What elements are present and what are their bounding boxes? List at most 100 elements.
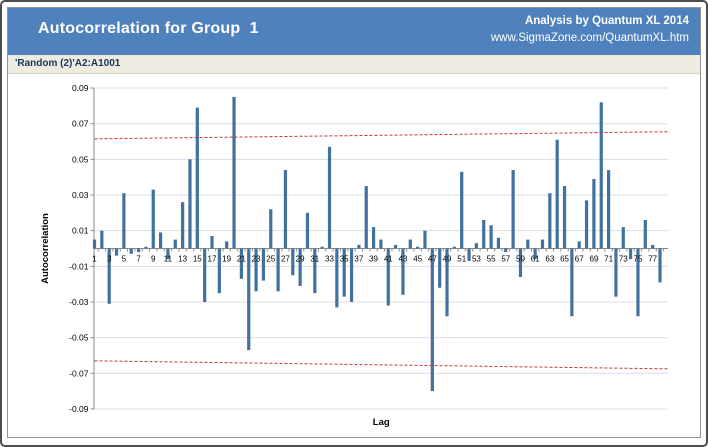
x-tick-label: 27 xyxy=(281,255,290,264)
bar-lag-26 xyxy=(276,248,280,292)
bar-lag-34 xyxy=(335,248,339,308)
x-tick-label: 51 xyxy=(457,255,466,264)
bar-lag-52 xyxy=(467,248,471,261)
bar-lag-51 xyxy=(460,171,464,249)
x-tick-label: 21 xyxy=(237,255,246,264)
bar-lag-23 xyxy=(254,248,258,292)
x-tick-label: 17 xyxy=(208,255,217,264)
bar-lag-12 xyxy=(173,239,177,249)
bar-lag-19 xyxy=(225,241,229,249)
bar-lag-59 xyxy=(518,248,523,278)
x-tick-label: 19 xyxy=(222,255,231,264)
x-tick-label: 77 xyxy=(648,255,657,264)
upper-confidence-line xyxy=(94,131,669,140)
page-title: Autocorrelation for Group 1 xyxy=(38,20,259,37)
x-tick-label: 25 xyxy=(266,255,275,264)
autocorrelation-chart: 0.09 0.07 0.05 0.03 0.01 -0.01 -0.03 -0.05 -0.07… xyxy=(8,74,700,437)
header-credits: Analysis by Quantum XL 2014 www.SigmaZon… xyxy=(491,13,689,47)
x-tick-label: 61 xyxy=(531,255,540,264)
bar-lag-15 xyxy=(195,107,199,249)
x-tick-label: 15 xyxy=(193,255,202,264)
bar-lag-66 xyxy=(570,248,574,317)
x-tick-label: 39 xyxy=(369,255,378,264)
y-tick-label: 0.03 xyxy=(72,190,89,200)
x-tick-label: 53 xyxy=(472,255,481,264)
sigmazone-url: www.SigmaZone.com/QuantumXL.htm xyxy=(490,32,689,44)
bar-lag-31 xyxy=(313,248,317,294)
bar-lag-14 xyxy=(188,159,192,249)
bar-lag-9 xyxy=(151,189,155,249)
y-tick-label: 0.09 xyxy=(72,83,89,93)
bar-lag-24 xyxy=(261,248,266,281)
y-tick-label: -0.01 xyxy=(69,261,89,271)
bar-lag-63 xyxy=(548,193,552,249)
bar-lag-69 xyxy=(592,178,596,249)
data-range-bar: 'Random (2)'A2:A1001 xyxy=(8,55,700,74)
x-tick-label: 71 xyxy=(604,255,613,264)
x-tick-label: 73 xyxy=(619,255,628,264)
bar-lag-5 xyxy=(122,193,126,249)
bar-lag-75 xyxy=(636,248,640,317)
bar-lag-65 xyxy=(562,186,567,249)
bar-lag-35 xyxy=(342,248,346,297)
bar-lag-10 xyxy=(158,232,163,249)
bar-lag-58 xyxy=(511,170,515,249)
bar-lag-48 xyxy=(438,248,442,288)
bar-lag-60 xyxy=(526,239,530,249)
x-tick-label: 69 xyxy=(589,255,598,264)
y-tick-label: -0.03 xyxy=(69,297,89,307)
bar-lag-32 xyxy=(320,246,324,249)
bar-lag-64 xyxy=(555,139,559,249)
x-tick-label: 35 xyxy=(340,255,349,264)
bar-lag-40 xyxy=(379,239,383,249)
bar-lag-25 xyxy=(269,209,273,249)
bar-lag-44 xyxy=(408,239,412,249)
x-tick-label: 29 xyxy=(296,255,305,264)
report-panel: Autocorrelation for Group 1 Analysis by … xyxy=(7,7,701,438)
bar-lag-68 xyxy=(584,200,589,249)
acf-bars xyxy=(92,96,662,392)
x-tick-label: 33 xyxy=(325,255,334,264)
bar-lag-74 xyxy=(629,248,633,260)
bar-lag-38 xyxy=(364,186,368,249)
bar-lag-39 xyxy=(371,227,376,249)
data-range-label: 'Random (2)'A2:A1001 xyxy=(15,58,121,69)
bar-lag-72 xyxy=(614,248,618,297)
y-tick-label: 0.05 xyxy=(72,154,89,164)
y-tick-label: -0.05 xyxy=(69,333,89,343)
x-tick-label: 5 xyxy=(122,255,127,264)
x-tick-label: 7 xyxy=(136,255,141,264)
bar-lag-3 xyxy=(107,248,111,304)
bar-lag-33 xyxy=(327,146,332,249)
bar-lag-78 xyxy=(658,248,662,283)
bar-lag-45 xyxy=(416,246,420,249)
x-tick-label: 9 xyxy=(151,255,156,264)
x-tick-label: 57 xyxy=(501,255,510,264)
bar-lag-56 xyxy=(496,237,501,249)
bar-lag-55 xyxy=(489,225,493,249)
y-tick-label: 0.07 xyxy=(72,119,89,129)
x-tick-label: 49 xyxy=(443,255,452,264)
y-tick-label: 0.01 xyxy=(72,226,89,236)
bar-lag-30 xyxy=(305,212,310,249)
bar-lag-1 xyxy=(92,239,97,249)
analysis-byline: Analysis by Quantum XL 2014 xyxy=(524,15,689,27)
x-tick-label: 11 xyxy=(164,255,173,264)
bar-lag-70 xyxy=(599,102,603,249)
bar-lag-36 xyxy=(349,248,354,302)
bar-lag-42 xyxy=(394,244,398,249)
bar-lag-28 xyxy=(291,248,295,276)
x-tick-label: 59 xyxy=(516,255,525,264)
bar-lag-22 xyxy=(247,248,251,351)
x-tick-label: 1 xyxy=(92,255,97,264)
bar-lag-13 xyxy=(181,202,185,249)
x-tick-label: 3 xyxy=(107,255,112,264)
bar-lag-76 xyxy=(643,219,647,249)
y-tick-label: -0.09 xyxy=(69,404,89,414)
x-tick-label: 63 xyxy=(545,255,554,264)
y-axis-title: Autocorrelation xyxy=(40,213,51,284)
lower-confidence-line xyxy=(94,360,669,370)
bar-lag-77 xyxy=(651,244,655,249)
chart-canvas: 0.09 0.07 0.05 0.03 0.01 -0.01 -0.03 -0.05 -0.07… xyxy=(40,83,669,428)
bar-lag-16 xyxy=(203,248,207,302)
